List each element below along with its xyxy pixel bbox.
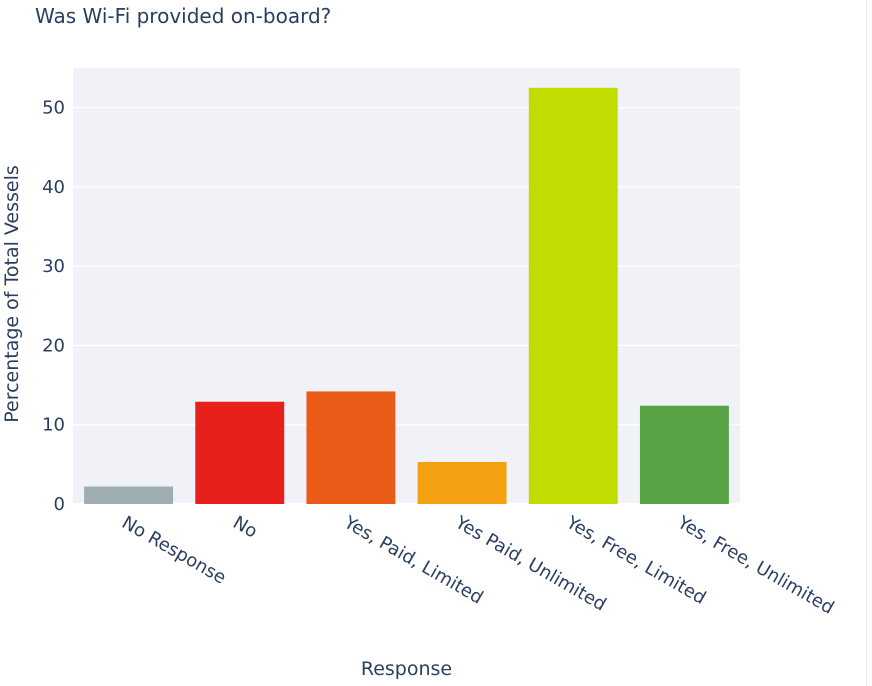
grid-lines (73, 107, 740, 505)
bar-no (195, 401, 285, 504)
y-tick-label: 40 (42, 177, 65, 198)
y-tick-labels: 0 10 20 30 40 50 (42, 98, 65, 515)
bar-yes-paid-limited (306, 391, 396, 504)
figure-edge (866, 0, 867, 686)
y-tick-label: 30 (42, 256, 65, 277)
plot-area (73, 68, 740, 504)
chart-title: Was Wi-Fi provided on-board? (35, 4, 332, 28)
y-tick-label: 50 (42, 98, 65, 119)
bar-yes-free-unlimited (639, 405, 729, 504)
y-tick-label: 0 (54, 494, 65, 515)
x-axis-title: Response (361, 658, 452, 680)
bar-no-response (84, 486, 174, 504)
bar-yes-paid-unlimited (417, 461, 507, 504)
bar-yes-free-limited (528, 87, 618, 505)
y-tick-label: 20 (42, 335, 65, 356)
x-tick-label: No (229, 512, 261, 542)
x-tick-label: No Response (118, 512, 230, 589)
y-axis-title: Percentage of Total Vessels (1, 165, 23, 423)
y-tick-label: 10 (42, 415, 65, 436)
bars (84, 87, 729, 505)
